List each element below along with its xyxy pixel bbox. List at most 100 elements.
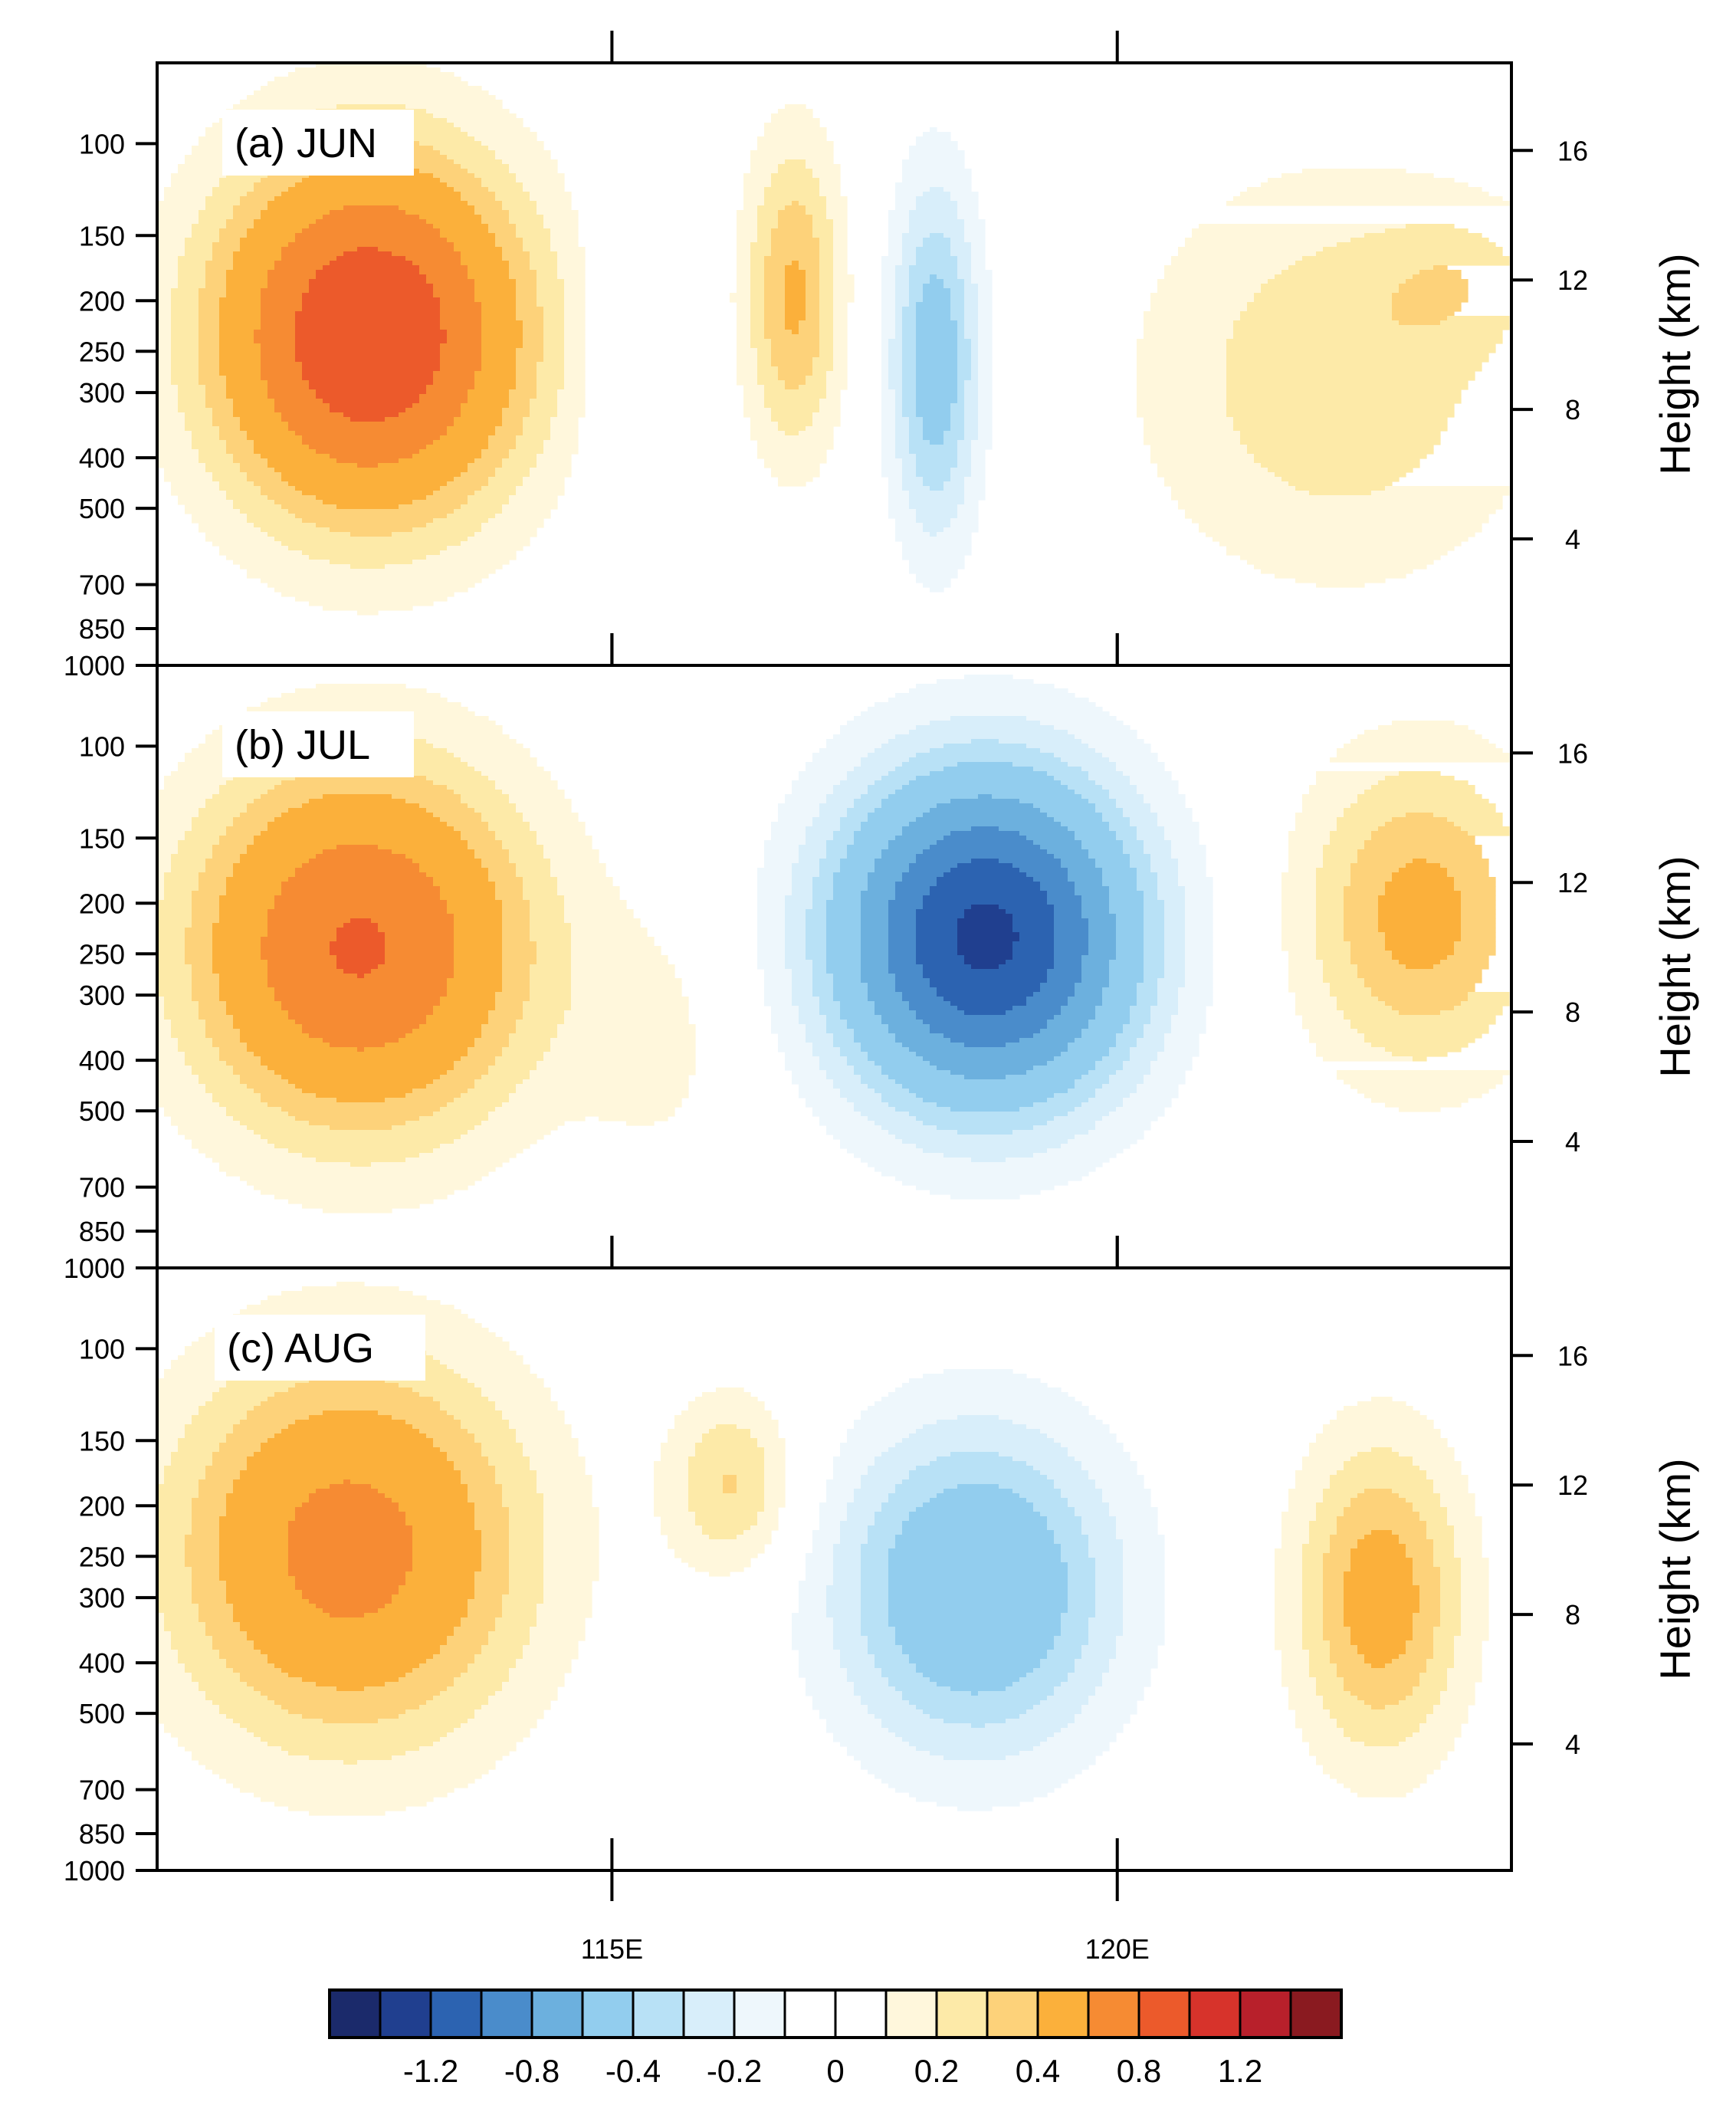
contour-cell: [164, 1475, 206, 1480]
contour-cell: [530, 932, 572, 938]
contour-cell: [412, 1424, 461, 1430]
contour-cell: [233, 1484, 330, 1489]
contour-cell: [426, 1433, 475, 1439]
contour-cell: [1288, 1489, 1324, 1494]
contour-cell: [1033, 877, 1068, 882]
contour-cell: [1137, 826, 1165, 832]
contour-cell: [888, 905, 924, 910]
contour-cell: [537, 1622, 586, 1627]
contour-cell: [833, 983, 868, 988]
contour-cell: [309, 279, 427, 284]
contour-cell: [1309, 1668, 1337, 1673]
contour-cell: [481, 141, 544, 146]
contour-cell: [1150, 445, 1248, 450]
contour-cell: [247, 1415, 310, 1420]
contour-cell: [1054, 1539, 1089, 1545]
contour-cell: [785, 293, 806, 298]
contour-cell: [943, 233, 965, 238]
contour-cell: [171, 293, 199, 298]
contour-cell: [930, 891, 1048, 896]
contour-cell: [564, 900, 627, 905]
contour-cell: [261, 578, 482, 583]
contour-cell: [288, 72, 455, 77]
contour-cell: [895, 1079, 1075, 1085]
contour-cell: [1419, 1608, 1441, 1614]
contour-cell: [957, 762, 1013, 767]
contour-cell: [1054, 1484, 1096, 1489]
contour-cell: [909, 1512, 1041, 1517]
contour-cell: [764, 403, 820, 409]
contour-cell: [1295, 1484, 1331, 1489]
contour-cell: [964, 426, 979, 432]
contour-cell: [881, 1502, 924, 1508]
contour-cell: [833, 1079, 861, 1085]
contour-cell: [481, 1553, 510, 1558]
contour-cell: [185, 1558, 220, 1563]
contour-cell: [895, 389, 903, 395]
contour-cell: [1344, 1617, 1413, 1623]
contour-cell: [1019, 1038, 1075, 1043]
contour-cell: [226, 1594, 303, 1600]
contour-cell: [502, 790, 565, 795]
contour-cell: [806, 1571, 834, 1577]
contour-cell: [468, 1378, 544, 1384]
contour-cell: [654, 1466, 689, 1471]
contour-cell: [861, 1075, 889, 1080]
contour-cell: [523, 813, 579, 818]
contour-cell: [1061, 1006, 1096, 1011]
contour-cell: [336, 960, 386, 965]
pressure-tick-label: 150: [79, 220, 125, 251]
contour-cell: [861, 1562, 889, 1568]
contour-cell: [1144, 923, 1165, 928]
contour-cell: [881, 435, 896, 441]
contour-cell: [1137, 362, 1227, 367]
contour-cell: [1350, 1502, 1413, 1508]
contour-cell: [164, 872, 199, 878]
contour-cell: [854, 1029, 889, 1034]
contour-cell: [405, 1673, 461, 1678]
contour-cell: [785, 302, 806, 307]
contour-cell: [799, 431, 834, 436]
contour-cell: [964, 302, 979, 307]
contour-cell: [530, 261, 558, 266]
contour-cell: [668, 1539, 772, 1545]
contour-cell: [385, 951, 455, 956]
contour-cell: [543, 357, 565, 363]
contour-cell: [481, 330, 523, 335]
contour-cell: [1323, 1429, 1441, 1434]
contour-cell: [902, 477, 924, 482]
contour-cell: [261, 325, 296, 330]
contour-cell: [1316, 1433, 1441, 1439]
contour-cell: [1123, 840, 1144, 846]
contour-cell: [1316, 955, 1351, 961]
contour-cell: [537, 458, 572, 464]
contour-cell: [1357, 974, 1482, 979]
contour-cell: [1337, 1001, 1386, 1007]
contour-cell: [302, 362, 441, 367]
contour-cell: [1150, 1066, 1193, 1071]
contour-cell: [516, 445, 544, 450]
contour-cell: [488, 826, 530, 832]
contour-cell: [543, 1521, 599, 1526]
contour-cell: [868, 1636, 896, 1641]
contour-cell: [1102, 785, 1137, 790]
contour-cell: [1026, 716, 1117, 721]
contour-cell: [1399, 1107, 1441, 1112]
contour-cell: [157, 284, 179, 289]
contour-cell: [1150, 454, 1255, 459]
contour-cell: [1281, 1535, 1310, 1540]
contour-cell: [888, 1594, 1068, 1600]
contour-cell: [219, 909, 268, 915]
contour-cell: [523, 422, 551, 427]
contour-cell: [1040, 1029, 1082, 1034]
contour-cell: [157, 1456, 172, 1462]
contour-cell: [440, 1447, 482, 1453]
contour-cell: [792, 1617, 834, 1623]
contour-cell: [916, 817, 1055, 823]
contour-cell: [509, 1507, 544, 1512]
contour-cell: [1068, 762, 1117, 767]
contour-cell: [785, 311, 806, 317]
contour-cell: [1350, 1636, 1413, 1641]
contour-cell: [881, 1507, 917, 1512]
contour-cell: [199, 366, 220, 372]
